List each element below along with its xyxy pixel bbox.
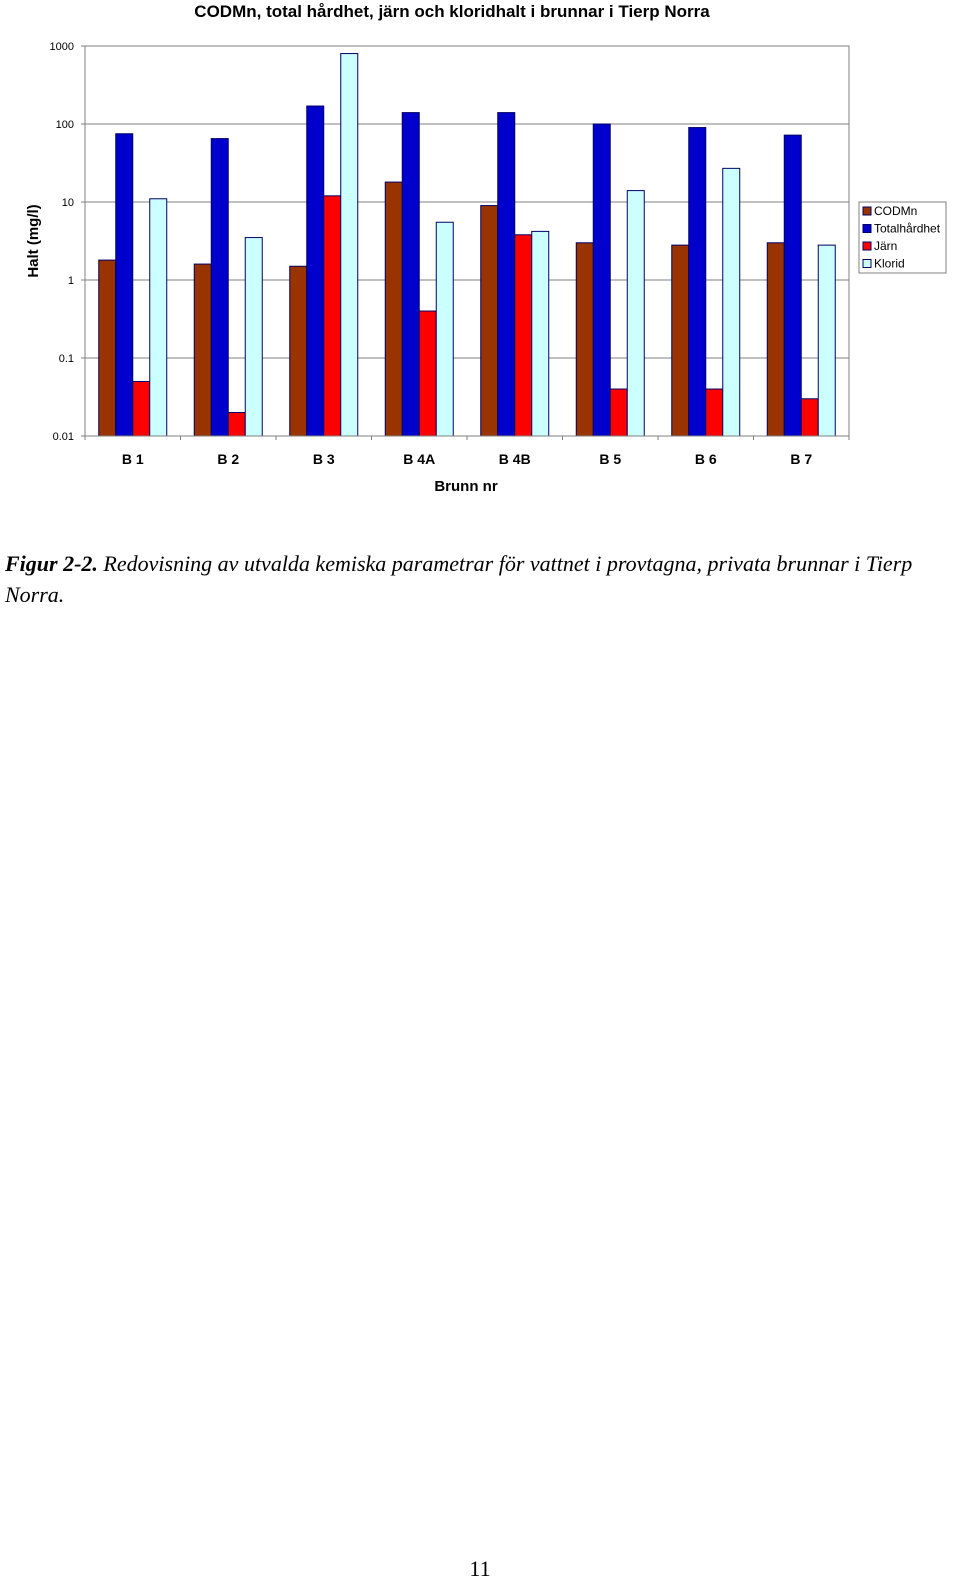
legend: CODMn Totalhårdhet Järn Klorid: [858, 201, 947, 274]
x-category-label: B 4B: [499, 451, 531, 467]
figure-caption: Figur 2-2. Redovisning av utvalda kemisk…: [5, 548, 955, 610]
legend-swatch: [862, 224, 872, 233]
y-tick-label: 100: [56, 119, 74, 131]
y-axis-ticks: 1000 100 10 1 0.1 0.01: [50, 41, 85, 443]
bar-klorid-b4a: [435, 221, 454, 437]
x-axis-title: Brunn nr: [434, 478, 497, 495]
bar-järn-b3: [323, 195, 342, 437]
legend-box: [858, 201, 947, 274]
x-axis-categories: B 1 B 2 B 3 B 4A B 4B B 5 B 6 B 7: [84, 436, 850, 467]
bar-klorid-b6: [722, 167, 741, 437]
bar-järn-b4a: [418, 310, 437, 437]
legend-swatch: [862, 241, 872, 251]
bar-klorid-b1: [149, 198, 168, 437]
x-category-label: B 3: [313, 451, 335, 467]
bar-totalhårdhet-b4a: [401, 112, 420, 437]
legend-swatch: [862, 259, 872, 268]
bar-klorid-b5: [626, 190, 645, 437]
x-category-label: B 4A: [403, 451, 435, 467]
bar-klorid-b3: [340, 53, 359, 437]
bar-codmn-b1: [98, 259, 117, 437]
y-axis-title: Halt (mg/l): [25, 204, 42, 277]
bar-järn-b5: [609, 388, 628, 437]
figure-caption-label: Figur 2-2.: [5, 551, 98, 576]
bar-klorid-b7: [817, 244, 836, 437]
y-tick-label: 1: [68, 275, 74, 287]
bar-totalhårdhet-b7: [783, 134, 802, 437]
bar-codmn-b2: [193, 263, 212, 437]
bar-järn-b7: [800, 398, 819, 437]
bar-klorid-b4b: [531, 230, 550, 437]
bar-codmn-b7: [766, 242, 785, 437]
x-category-label: B 6: [695, 451, 717, 467]
legend-label: Klorid: [874, 257, 905, 271]
x-category-label: B 5: [599, 451, 621, 467]
bars: [98, 53, 836, 437]
legend-label: Totalhårdhet: [874, 222, 941, 236]
bar-järn-b1: [132, 380, 151, 437]
bar-codmn-b5: [575, 242, 594, 437]
bar-codmn-b6: [671, 244, 690, 437]
x-category-label: B 7: [790, 451, 812, 467]
legend-swatch: [862, 206, 872, 216]
bar-totalhårdhet-b4b: [497, 112, 516, 437]
page-number: 11: [469, 1556, 491, 1581]
bar-järn-b6: [705, 388, 724, 437]
chart-title: CODMn, total hårdhet, järn och kloridhal…: [194, 2, 710, 21]
bar-totalhårdhet-b2: [210, 138, 229, 437]
bar-järn-b4b: [514, 234, 533, 437]
y-tick-label: 1000: [50, 41, 74, 53]
legend-label: CODMn: [874, 204, 917, 218]
bar-totalhårdhet-b6: [688, 127, 707, 437]
bar-codmn-b3: [289, 265, 308, 437]
x-category-label: B 2: [217, 451, 239, 467]
bar-totalhårdhet-b3: [306, 105, 325, 437]
bar-codmn-b4b: [480, 205, 499, 437]
chart: CODMn, total hårdhet, järn och kloridhal…: [25, 2, 947, 495]
figure-caption-text: Redovisning av utvalda kemiska parametra…: [5, 551, 913, 607]
y-tick-label: 0.01: [53, 431, 74, 443]
legend-label: Järn: [874, 239, 897, 253]
x-category-label: B 1: [122, 451, 144, 467]
y-tick-label: 0.1: [59, 353, 74, 365]
bar-järn-b2: [227, 412, 246, 437]
bar-totalhårdhet-b1: [115, 133, 134, 437]
y-tick-label: 10: [62, 197, 74, 209]
bar-codmn-b4a: [384, 181, 403, 437]
bar-totalhårdhet-b5: [592, 123, 611, 437]
bar-klorid-b2: [244, 237, 263, 437]
